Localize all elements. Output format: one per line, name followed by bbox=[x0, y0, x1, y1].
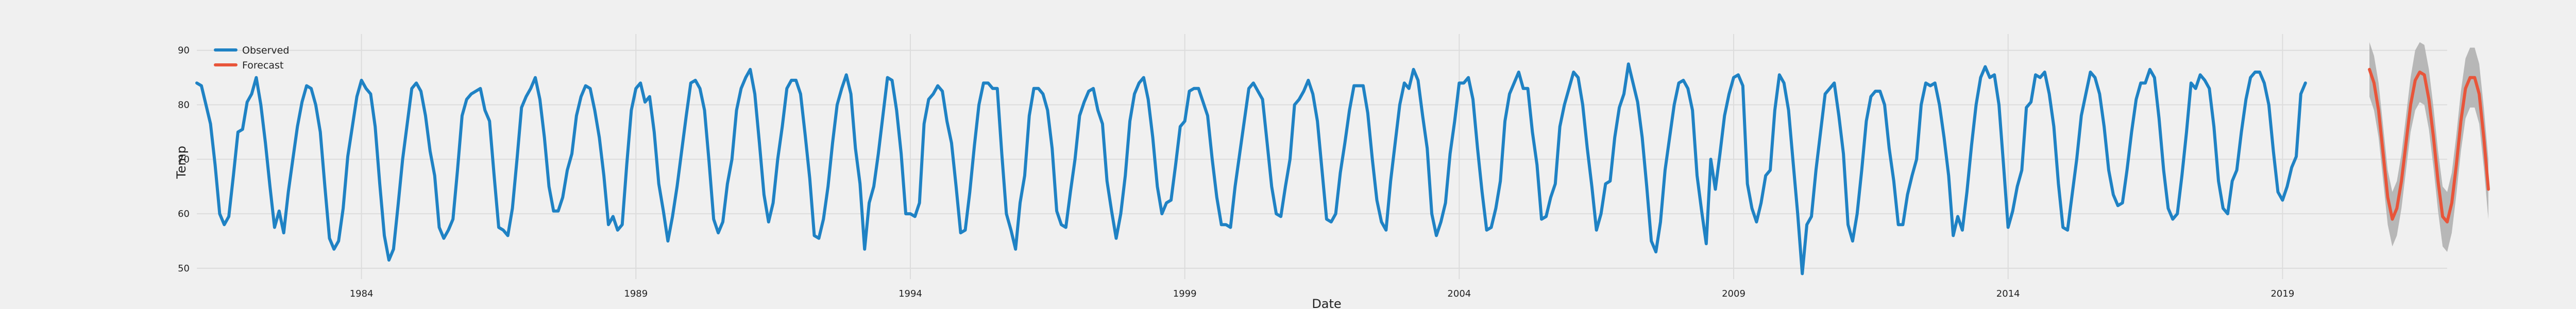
y-axis-label: Temp bbox=[174, 146, 189, 179]
x-tick-label: 2009 bbox=[1722, 288, 1745, 299]
x-tick-label: 2019 bbox=[2270, 288, 2294, 299]
x-tick-label: 1989 bbox=[624, 288, 648, 299]
legend-label-forecast: Forecast bbox=[242, 60, 283, 71]
x-axis-label: Date bbox=[1312, 297, 1341, 309]
y-tick-label: 80 bbox=[178, 100, 190, 111]
y-axis-ticks: 50 60 70 80 90 bbox=[178, 45, 190, 274]
series-line-forecast bbox=[2368, 67, 2490, 224]
y-tick-label: 50 bbox=[178, 263, 190, 274]
x-tick-label: 1984 bbox=[350, 288, 374, 299]
y-tick-label: 70 bbox=[178, 154, 190, 165]
x-tick-label: 1999 bbox=[1173, 288, 1197, 299]
series-line-observed bbox=[195, 62, 2307, 276]
x-tick-label: 2014 bbox=[1996, 288, 2020, 299]
y-tick-label: 60 bbox=[178, 209, 190, 219]
legend: Observed Forecast bbox=[214, 45, 289, 71]
x-axis-ticks: 1984 1989 1994 1999 2004 2009 2014 2019 bbox=[350, 288, 2295, 299]
x-tick-label: 1994 bbox=[899, 288, 922, 299]
y-tick-label: 90 bbox=[178, 45, 190, 56]
x-tick-label: 2004 bbox=[1447, 288, 1471, 299]
legend-label-observed: Observed bbox=[242, 45, 289, 56]
series-lines bbox=[195, 62, 2490, 276]
